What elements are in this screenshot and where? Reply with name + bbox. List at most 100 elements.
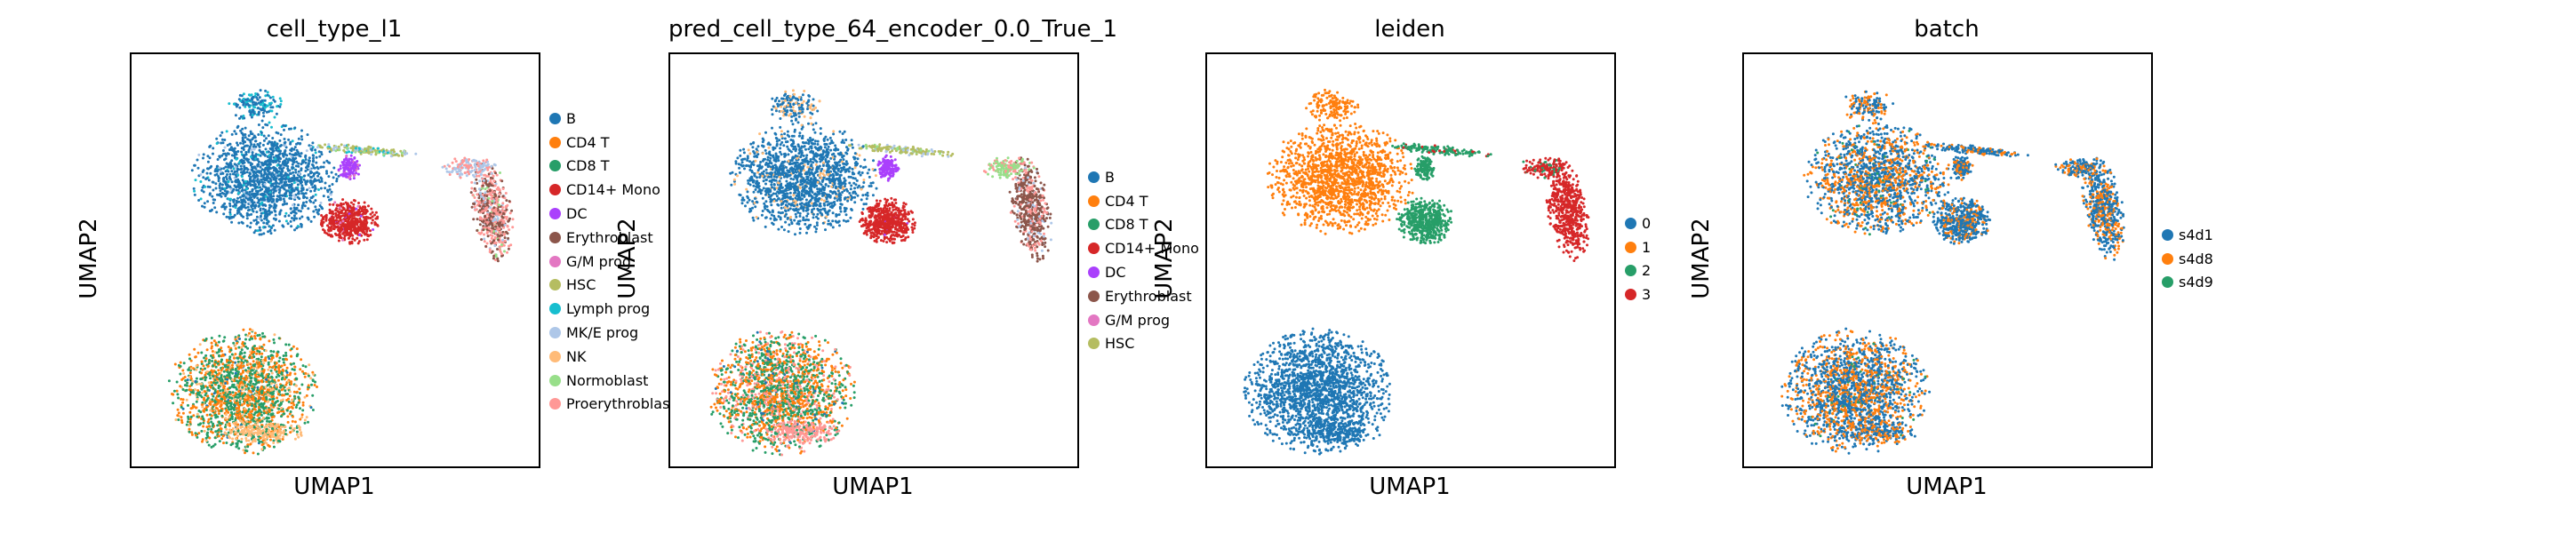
cell-point [261,359,264,362]
cell-point [225,368,228,371]
cell-point [235,157,238,161]
cell-point [310,171,314,174]
cell-point [232,102,236,106]
cell-point [233,398,236,402]
cell-point [389,155,393,158]
cell-point [212,403,216,407]
cell-point [316,167,320,171]
cell-point [214,361,218,363]
cell-point [260,119,264,123]
cell-point [248,145,252,148]
cell-point [229,197,232,201]
cell-point [270,200,274,203]
cell-point [253,166,257,169]
cell-point [363,201,366,204]
cell-point [244,407,247,410]
cell-point [494,241,498,244]
cell-point [267,400,270,403]
cell-point [245,187,248,191]
cell-point [277,160,281,163]
cell-point [475,174,478,178]
cell-point [272,445,276,449]
cell-point [377,147,380,150]
cell-point [363,219,366,222]
cell-point [371,215,374,219]
cell-point [486,235,490,238]
cell-point [269,369,273,372]
cell-point [307,173,310,177]
cell-point [341,214,345,218]
cell-point [206,388,210,392]
cell-point [232,341,236,345]
cell-point [300,189,303,193]
cell-point [297,209,300,212]
cell-point [240,198,244,202]
cell-point [234,346,237,350]
cell-point [225,403,228,407]
cell-point [275,154,278,157]
cell-point [231,442,235,445]
cell-point [292,171,295,174]
cell-point [259,165,262,169]
cell-point [291,177,294,179]
cell-point [491,227,494,230]
cell-point [274,368,277,371]
cell-point [300,383,304,386]
cell-point [329,217,332,220]
cell-point [274,160,277,163]
cell-point [255,222,259,226]
cell-point [471,159,475,163]
cell-point [179,372,182,376]
cell-point [346,203,349,206]
cell-point [279,209,283,212]
cell-point [233,151,236,155]
cell-point [274,402,277,405]
cell-point [236,379,239,383]
cell-point [400,154,404,157]
cell-point [238,187,242,190]
cell-point [288,191,292,195]
cell-point [339,221,342,225]
cell-point [358,234,362,236]
umap-scatter [167,89,515,456]
cell-point [326,147,330,150]
cell-point [220,376,223,379]
cell-point [373,148,377,152]
cell-point [260,133,263,137]
cell-point [489,206,492,210]
plot-area [130,52,540,468]
cell-point [286,393,290,395]
cell-point [262,362,266,365]
cell-point [230,405,234,409]
cell-point [359,149,363,153]
cell-point [453,157,457,161]
cell-point [242,449,245,452]
chart-title: cell_type_l1 [130,16,539,43]
cell-point [242,377,244,380]
cell-point [189,359,193,362]
cell-point [212,202,215,204]
cell-point [473,175,476,179]
cell-point [223,207,227,211]
cell-point [276,149,280,153]
cell-point [257,204,260,208]
cell-point [279,133,283,137]
cell-point [207,443,211,447]
cell-point [196,351,200,354]
cell-point [284,149,287,153]
cell-point [216,433,220,436]
cell-point [306,164,309,168]
cell-point [188,427,191,431]
cell-point [268,206,271,210]
cell-point [337,239,340,243]
cell-point [218,166,221,170]
cell-point [212,375,215,378]
cell-point [272,169,276,172]
cell-point [496,186,500,189]
cell-point [263,203,267,207]
cell-point [265,380,268,384]
cell-point [243,351,246,354]
cell-point [217,175,220,178]
cell-point [231,216,234,219]
cell-point [385,148,388,152]
